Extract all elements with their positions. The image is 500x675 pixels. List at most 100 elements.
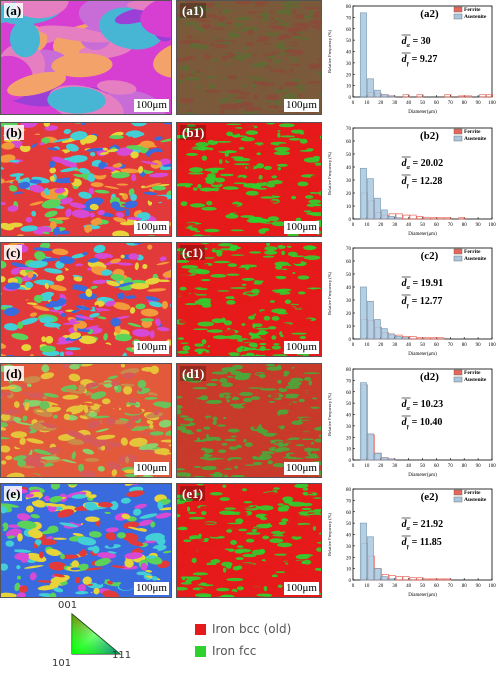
legend-label-austenite: Austenite bbox=[464, 377, 487, 383]
x-tick-label: 90 bbox=[476, 101, 482, 106]
y-tick-label: 10 bbox=[346, 325, 352, 330]
x-tick-label: 90 bbox=[476, 584, 482, 589]
y-tick-label: 50 bbox=[346, 522, 352, 527]
x-tick-label: 100 bbox=[488, 464, 496, 469]
y-tick-label: 20 bbox=[346, 192, 352, 197]
x-tick-label: 60 bbox=[434, 343, 440, 348]
phase-map-image bbox=[177, 364, 321, 477]
y-tick-label: 0 bbox=[349, 218, 352, 223]
x-tick-label: 100 bbox=[488, 223, 496, 228]
histogram-chart: 0 10 20 30 40 50 60 70 80 0 10 20 30 40 50 60 70 80 90 100 R… bbox=[327, 368, 496, 478]
ferrite-bar bbox=[402, 94, 410, 98]
ferrite-bar bbox=[409, 214, 417, 220]
ipf-key-bottom-left-label: 101 bbox=[52, 658, 72, 669]
legend-label-fcc: Iron fcc bbox=[212, 644, 257, 658]
y-tick-label: 30 bbox=[346, 299, 352, 304]
austenite-bar bbox=[380, 94, 388, 98]
ferrite-bar bbox=[458, 95, 466, 98]
austenite-bar bbox=[373, 568, 381, 581]
y-tick-label: 20 bbox=[346, 436, 352, 441]
legend-area: 001 101 111 Iron bcc (old) Iron fcc bbox=[0, 600, 500, 675]
histogram-panel-label: (e2) bbox=[421, 491, 439, 503]
ipf-triangle-key bbox=[71, 612, 122, 655]
mean-diameter-austenite: dγ = 12.77 bbox=[402, 296, 443, 309]
histogram-panel-label: (a2) bbox=[420, 8, 439, 20]
ipf-key-top-label: 001 bbox=[58, 600, 78, 611]
y-tick-label: 20 bbox=[346, 312, 352, 317]
ipf-map-panel: (b) 100μm bbox=[0, 122, 172, 237]
austenite-bar bbox=[394, 217, 402, 220]
legend-label-ferrite: Ferrite bbox=[464, 490, 481, 496]
x-axis-label: Diameter(μm) bbox=[408, 593, 437, 598]
austenite-bar bbox=[373, 319, 381, 340]
y-tick-label: 60 bbox=[346, 260, 352, 265]
legend-swatch-ferrite bbox=[453, 369, 463, 376]
ferrite-bar bbox=[416, 216, 424, 220]
x-tick-label: 90 bbox=[476, 223, 482, 228]
mean-diameter-austenite: dγ = 9.27 bbox=[402, 54, 438, 67]
ipf-map-panel: (a) 100μm bbox=[0, 0, 172, 115]
x-tick-label: 80 bbox=[462, 584, 468, 589]
x-axis-label: Diameter(μm) bbox=[408, 473, 437, 478]
ipf-map-image bbox=[1, 243, 171, 356]
y-tick-label: 10 bbox=[346, 205, 352, 210]
x-tick-label: 20 bbox=[378, 464, 384, 469]
x-tick-label: 40 bbox=[406, 464, 412, 469]
ipf-key-bottom-right-label: 111 bbox=[112, 650, 132, 661]
x-tick-label: 60 bbox=[434, 101, 440, 106]
histogram-panel: 0 10 20 30 40 50 60 70 0 10 20 30 40 50 60 70 80 90 100 Rel… bbox=[326, 122, 496, 237]
austenite-bar bbox=[359, 286, 367, 340]
y-tick-label: 70 bbox=[346, 499, 352, 504]
phase-map-panel: (c1) 100μm bbox=[176, 242, 322, 357]
legend-label-ferrite: Ferrite bbox=[464, 370, 481, 376]
ipf-map-panel: (e) 100μm bbox=[0, 483, 172, 598]
y-tick-label: 60 bbox=[346, 140, 352, 145]
ipf-panel-label: (d) bbox=[4, 366, 24, 381]
y-tick-label: 60 bbox=[346, 511, 352, 516]
phase-map-panel: (b1) 100μm bbox=[176, 122, 322, 237]
mean-diameter-austenite: dγ = 12.28 bbox=[402, 176, 443, 189]
x-tick-label: 40 bbox=[406, 584, 412, 589]
legend-swatch-austenite bbox=[453, 13, 463, 20]
scale-bar-label: 100μm bbox=[134, 341, 169, 354]
austenite-bar bbox=[366, 536, 374, 581]
histogram-panel-label: (c2) bbox=[421, 250, 439, 262]
austenite-bar bbox=[366, 78, 374, 98]
legend-label-austenite: Austenite bbox=[464, 256, 487, 262]
ipf-panel-label: (b) bbox=[4, 125, 24, 140]
x-tick-label: 10 bbox=[364, 101, 370, 106]
y-tick-label: 10 bbox=[346, 568, 352, 573]
ferrite-bar bbox=[416, 337, 424, 340]
austenite-bar bbox=[394, 336, 402, 340]
legend-swatch-austenite bbox=[453, 255, 463, 262]
ipf-panel-label: (a) bbox=[4, 3, 24, 18]
histogram-panel-label: (b2) bbox=[420, 130, 439, 142]
ferrite-bar bbox=[416, 577, 424, 581]
legend-label-ferrite: Ferrite bbox=[464, 7, 481, 13]
x-tick-label: 100 bbox=[488, 584, 496, 589]
y-tick-label: 80 bbox=[346, 5, 352, 10]
plot-frame bbox=[352, 5, 493, 98]
ferrite-bar bbox=[423, 578, 431, 581]
y-tick-label: 10 bbox=[346, 448, 352, 453]
legend-swatch-fcc bbox=[195, 645, 206, 657]
y-axis-label: Relative Frequency (%) bbox=[327, 393, 332, 436]
y-tick-label: 70 bbox=[346, 247, 352, 252]
x-tick-label: 100 bbox=[488, 101, 496, 106]
ferrite-bar bbox=[423, 217, 431, 220]
mean-diameter-ferrite: dα = 21.92 bbox=[402, 519, 444, 532]
x-tick-label: 80 bbox=[462, 464, 468, 469]
phase-map-image bbox=[177, 123, 321, 236]
histogram-panel: 0 10 20 30 40 50 60 70 0 10 20 30 40 50 60 70 80 90 100 Rel… bbox=[326, 242, 496, 357]
x-tick-label: 20 bbox=[378, 223, 384, 228]
histogram-chart: 0 10 20 30 40 50 60 70 0 10 20 30 40 50 60 70 80 90 100 Rel… bbox=[327, 247, 496, 357]
histogram-panel: 0 10 20 30 40 50 60 70 80 0 10 20 30 40 50 60 70 80 90 100 R… bbox=[326, 483, 496, 598]
mean-diameter-ferrite: dα = 10.23 bbox=[402, 399, 444, 412]
ipf-map-image bbox=[1, 1, 171, 114]
legend-label-ferrite: Ferrite bbox=[464, 129, 481, 135]
ferrite-bar bbox=[395, 576, 403, 581]
scale-bar-label: 100μm bbox=[134, 462, 169, 475]
y-tick-label: 10 bbox=[346, 85, 352, 90]
austenite-bar bbox=[380, 209, 388, 220]
scale-bar-label: 100μm bbox=[284, 221, 319, 234]
